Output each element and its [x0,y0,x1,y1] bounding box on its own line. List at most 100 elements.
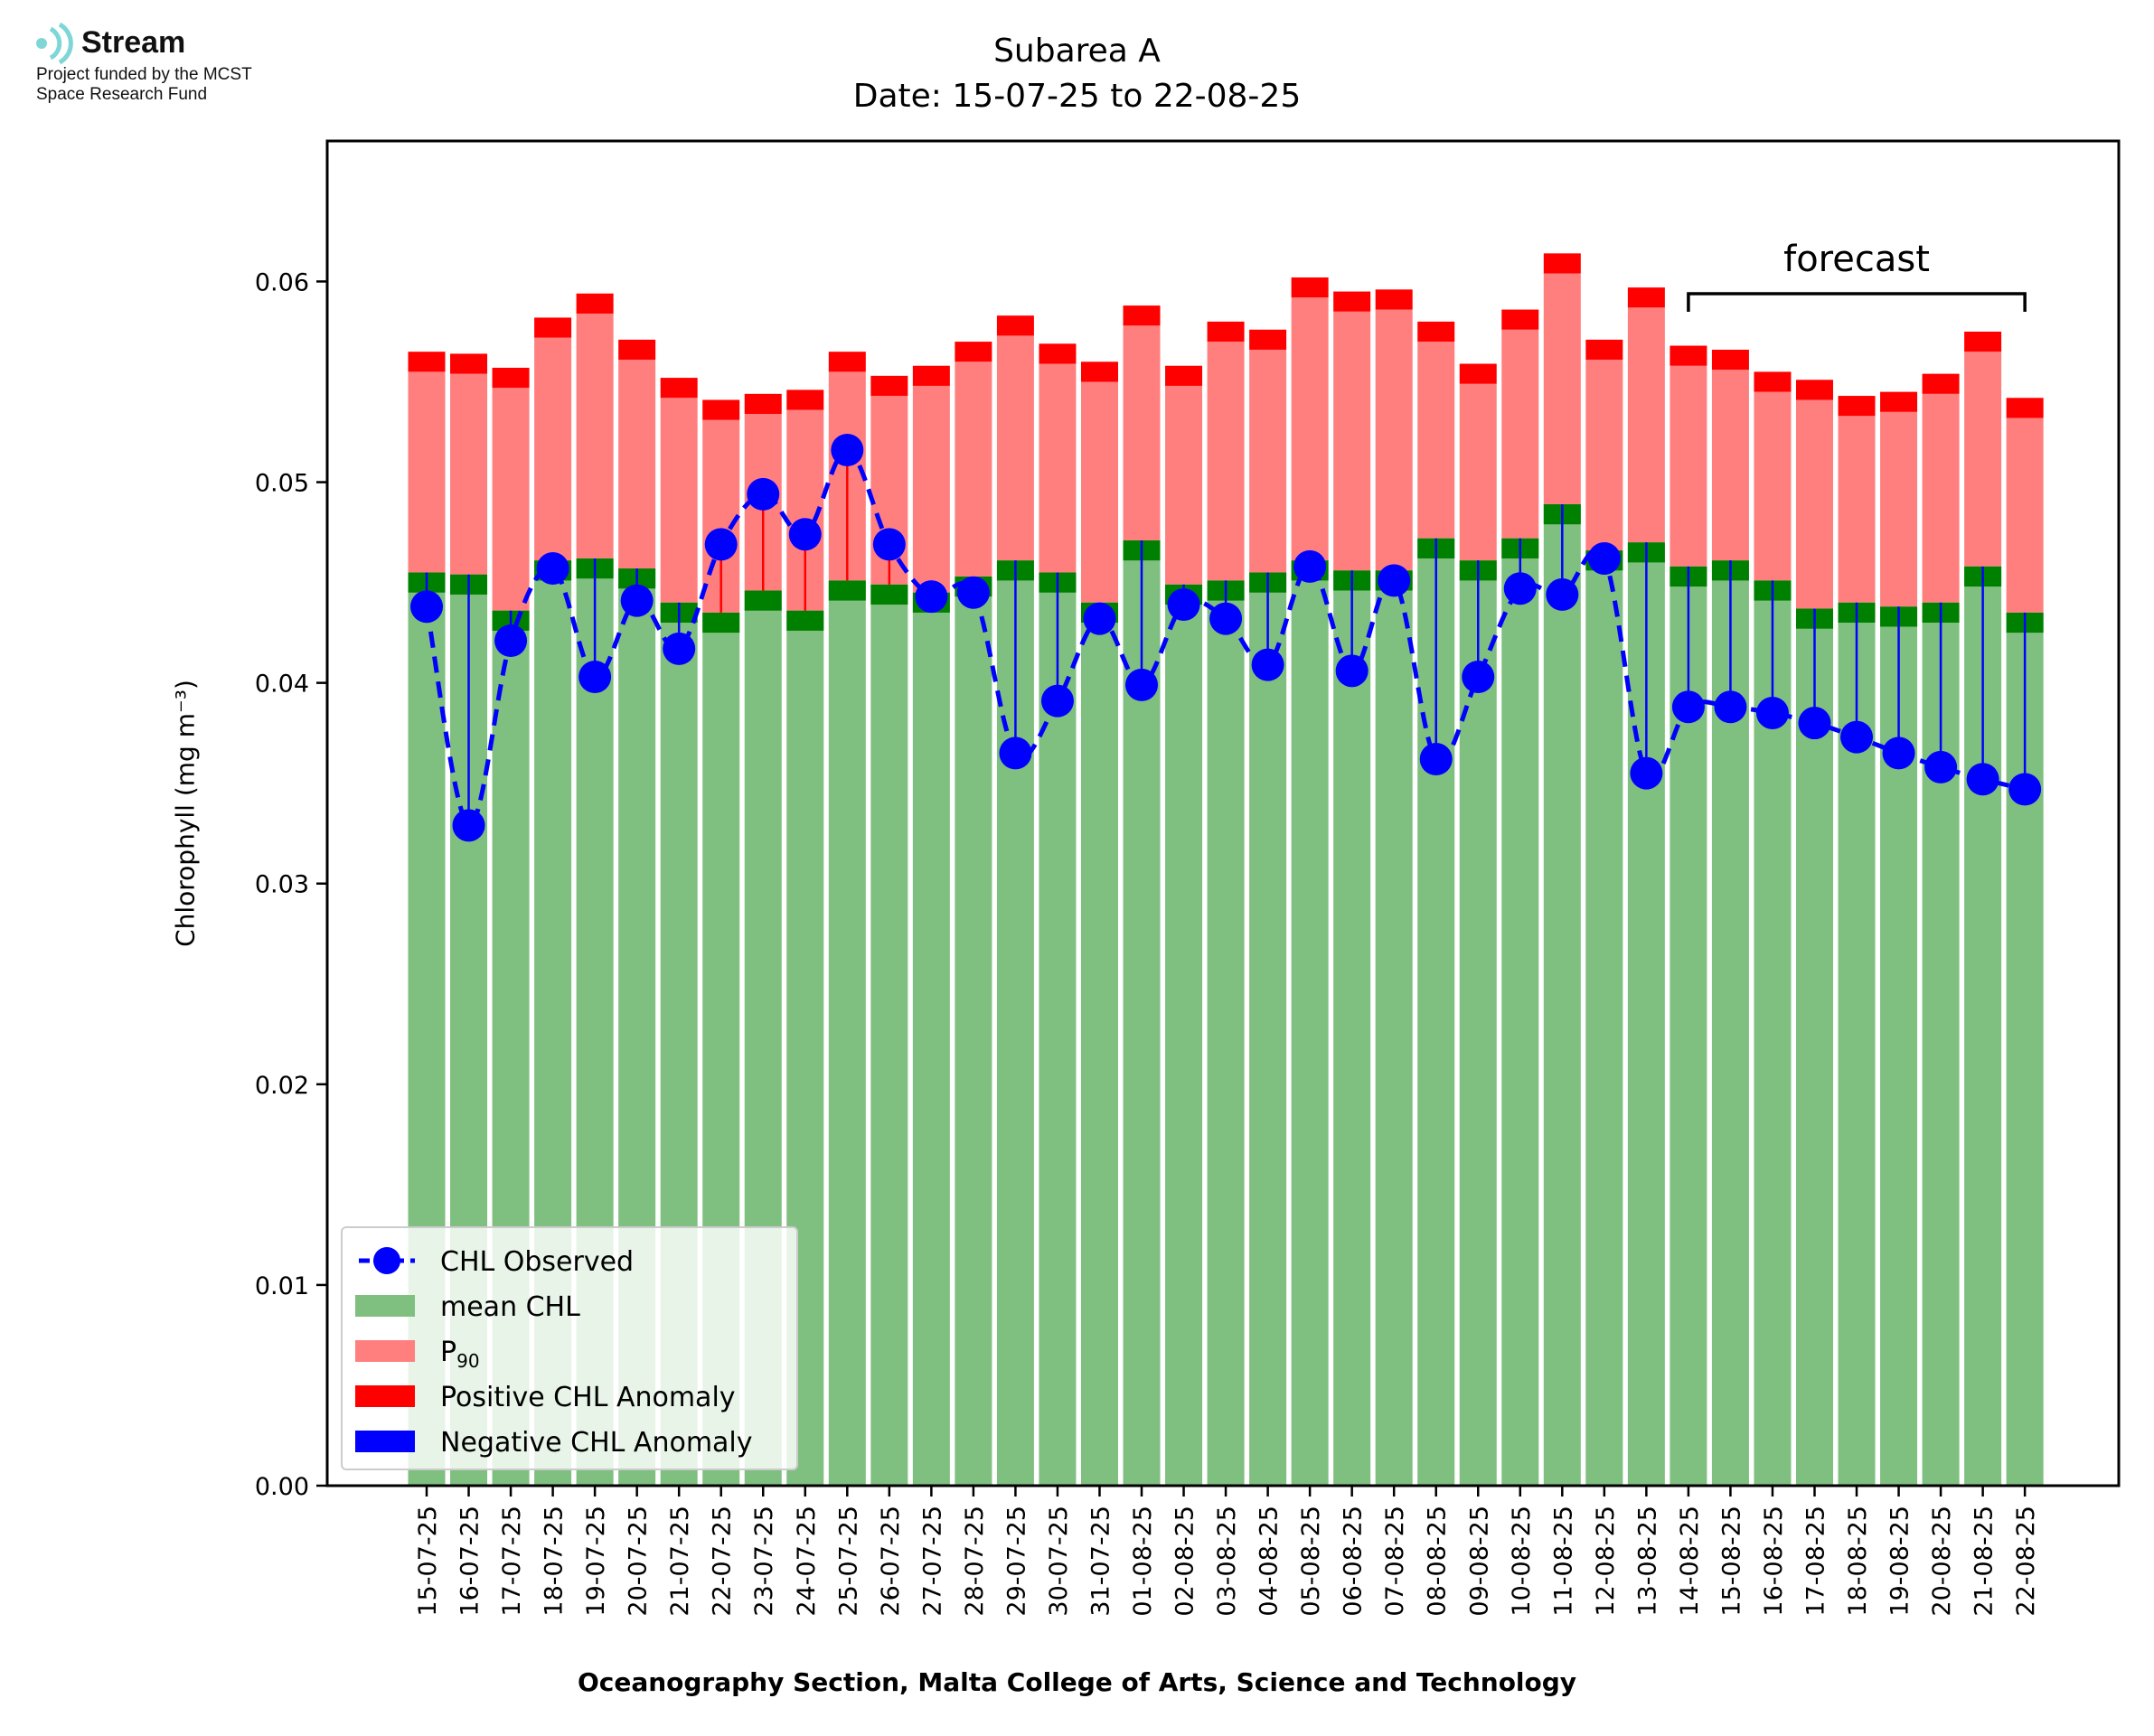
x-tick-label: 20-08-25 [1928,1506,1956,1617]
bar-p90-band [996,315,1034,336]
bar-p90-band [1711,349,1749,371]
legend-item-negative: Negative CHL Anomaly [343,1423,796,1459]
bar-p90 [576,313,614,558]
bar-mean-chl [912,592,950,1486]
point-chl-observed [1462,660,1495,693]
legend-item-mean: mean CHL [343,1288,796,1324]
point-chl-observed [1671,690,1705,724]
bar-p90 [912,385,950,593]
x-tick-label: 19-08-25 [1886,1506,1914,1617]
bar-p90-band [450,353,488,374]
bar-mean-chl [1795,608,1833,1486]
bar-p90 [1627,307,1665,543]
bar-p90 [1754,391,1792,581]
x-tick-label: 23-07-25 [750,1506,778,1617]
bar-mean-chl [1375,570,1413,1486]
legend-label-p90: P90 [440,1337,480,1372]
bar-p90-band [786,389,824,410]
x-tick-label: 03-08-25 [1213,1506,1241,1617]
legend-item-p90: P90 [343,1333,796,1372]
bar-p90-band [1795,380,1833,400]
bar-p90-band [1165,365,1203,386]
bar-mean-band [744,590,782,611]
point-chl-observed [704,528,738,561]
point-chl-observed [410,590,443,624]
legend-item-observed: CHL Observed [343,1243,796,1279]
point-chl-observed [1840,720,1874,754]
x-tick-label: 09-08-25 [1465,1506,1493,1617]
point-chl-observed [788,518,822,551]
bar-p90 [1711,370,1749,561]
point-chl-observed [1755,696,1789,729]
bar-mean-band [870,584,908,605]
x-tick-label: 27-07-25 [918,1506,946,1617]
chart-legend: CHL Observed mean CHL P90 Positive CHL A… [341,1226,798,1470]
x-tick-label: 07-08-25 [1381,1506,1409,1617]
bar-p90-band [1838,396,1876,417]
x-tick-label: 22-07-25 [709,1506,737,1617]
x-tick-label: 20-07-25 [625,1506,653,1617]
bar-p90 [1838,416,1876,603]
bar-mean-band [702,612,740,633]
bar-p90 [2006,418,2044,613]
bar-p90-band [1585,339,1623,361]
x-tick-label: 18-07-25 [541,1506,569,1617]
point-chl-observed [1587,541,1621,575]
legend-label-observed: CHL Observed [440,1246,635,1278]
point-chl-observed [1503,572,1537,605]
bar-p90-band [618,339,656,361]
bar-p90-band [828,352,866,372]
legend-swatch-p90 [355,1340,415,1362]
point-chl-observed [578,660,612,693]
point-chl-observed [2008,773,2042,806]
x-tick-label: 31-07-25 [1086,1506,1115,1617]
x-tick-label: 21-07-25 [666,1506,694,1617]
bar-p90 [1795,399,1833,609]
bar-mean-chl [1165,584,1203,1486]
point-chl-observed [1167,588,1200,622]
bar-p90-band [744,393,782,415]
bar-p90 [1249,349,1287,573]
x-tick-label: 14-08-25 [1676,1506,1704,1617]
bar-p90 [1585,360,1623,551]
x-tick-label: 11-08-25 [1549,1506,1577,1617]
x-tick-label: 18-08-25 [1844,1506,1872,1617]
legend-label-positive: Positive CHL Anomaly [440,1382,736,1413]
point-chl-observed [494,624,528,658]
legend-swatch-negative [355,1431,415,1452]
plot-frame [325,139,2121,1487]
bar-p90 [1964,352,2002,567]
x-tick-label: 01-08-25 [1129,1506,1157,1617]
point-chl-observed [1966,763,1999,796]
bar-p90-band [2006,398,2044,418]
bar-p90-band [1375,289,1413,310]
point-chl-observed [1924,750,1958,784]
point-chl-observed [999,737,1032,770]
bar-p90 [1375,309,1413,571]
bar-p90-band [1249,329,1287,350]
bar-p90-band [1880,391,1918,412]
bar-mean-band [786,610,824,631]
logo-funding-line-2: Space Research Fund [36,85,208,104]
bar-p90 [1459,383,1497,561]
logo-title: Stream [81,25,186,60]
bar-p90-band [912,365,950,386]
x-tick-label: 16-07-25 [456,1506,484,1617]
bar-p90 [1333,311,1371,571]
bar-p90-band [492,367,530,389]
bar-p90-band [1123,305,1161,326]
bar-p90-band [870,375,908,397]
forecast-label: forecast [1783,239,1930,280]
bar-p90 [408,371,446,573]
point-chl-observed [1040,684,1074,718]
point-chl-observed [536,552,569,586]
point-chl-observed [1251,648,1284,681]
bar-p90-band [1291,277,1329,298]
bar-p90 [955,361,992,577]
bar-mean-chl [1543,503,1581,1486]
x-tick-label: 28-07-25 [961,1506,989,1617]
x-tick-label: 21-08-25 [1971,1506,1999,1617]
point-chl-observed [1630,756,1663,790]
bar-p90-band [576,293,614,314]
point-chl-observed [1378,564,1411,597]
